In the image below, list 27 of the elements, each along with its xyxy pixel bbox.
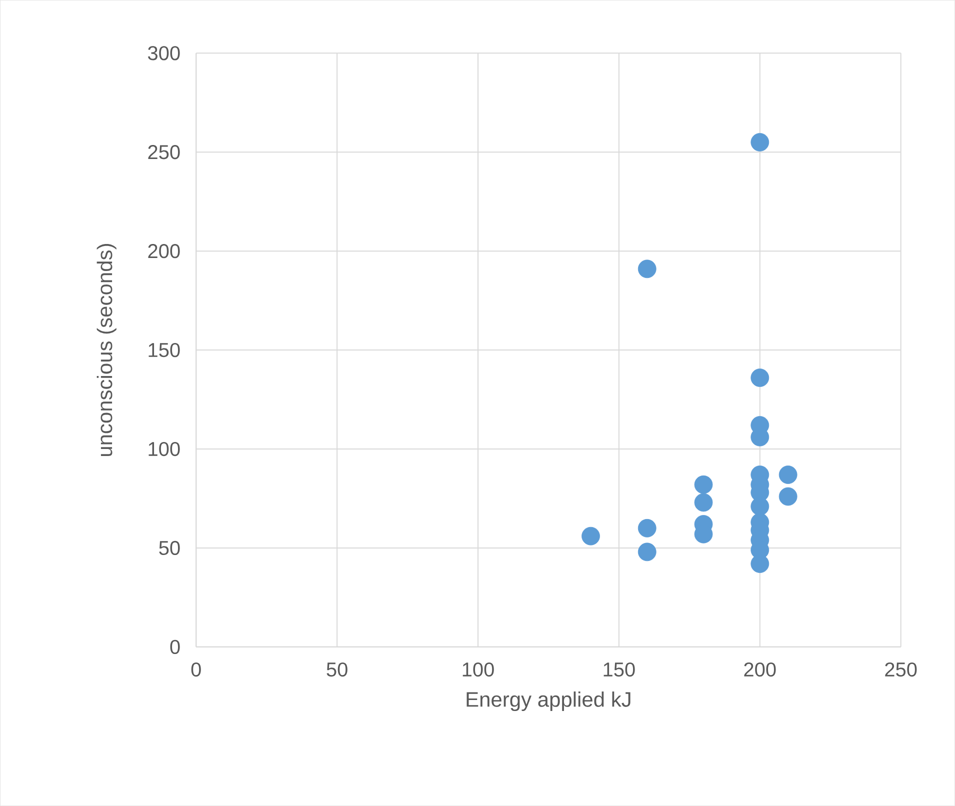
- y-tick-label: 0: [170, 640, 180, 654]
- point: [778, 466, 798, 484]
- point: [582, 526, 600, 546]
- y-tick-label: 250: [148, 145, 180, 160]
- y-tick-label: 200: [148, 244, 180, 258]
- x-tick-label: 200: [744, 662, 776, 677]
- y-tick-label: 300: [148, 46, 180, 60]
- x-tick-label: 100: [462, 662, 494, 677]
- x-tick-label: 0: [191, 662, 201, 677]
- x-tick-label: 250: [885, 662, 917, 677]
- y-tick-label: 150: [148, 342, 180, 358]
- point: [750, 554, 770, 573]
- point: [638, 518, 656, 538]
- point: [694, 475, 713, 494]
- x-tick-label: 50: [326, 662, 348, 677]
- point: [694, 493, 713, 512]
- point: [778, 487, 798, 506]
- point: [750, 368, 770, 387]
- y-axis-title: unconscious (seconds): [96, 244, 116, 456]
- point: [750, 133, 770, 152]
- y-tick-label: 100: [148, 442, 180, 456]
- x-tick-label: 150: [604, 662, 635, 677]
- x-axis-title: Energy applied kJ: [466, 691, 630, 712]
- point: [750, 497, 770, 516]
- point: [638, 260, 656, 278]
- y-tick-label: 50: [159, 540, 180, 556]
- point: [638, 542, 656, 562]
